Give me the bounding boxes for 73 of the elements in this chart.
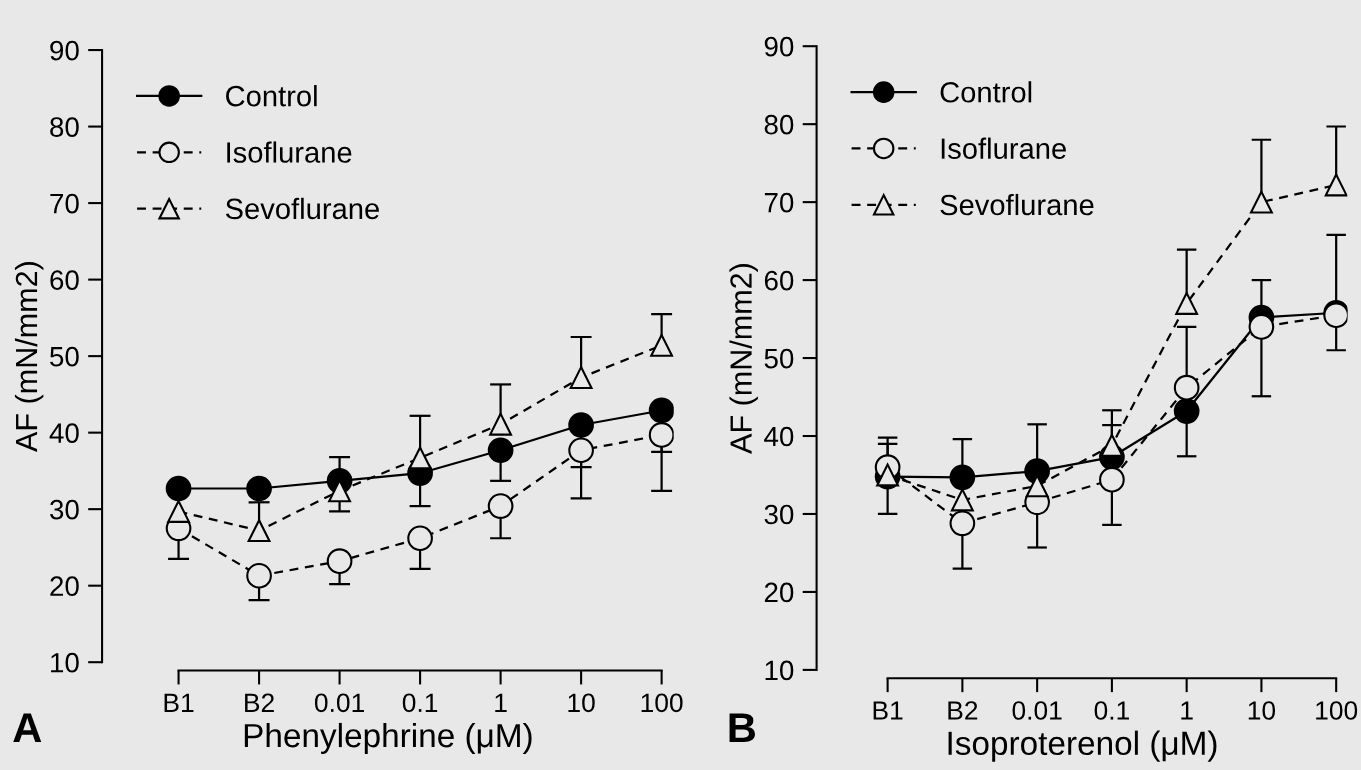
x-tick-label: B2 (245, 693, 274, 712)
y-tick-label: 20 (764, 582, 794, 603)
legend-label: Control (226, 85, 317, 107)
point (1249, 190, 1273, 214)
point (328, 479, 352, 503)
point (1173, 374, 1200, 401)
x-tick-label: B1 (873, 701, 903, 720)
x-tick-label: 10 (568, 693, 595, 713)
y-axis-title: AF (mN/mm2) (14, 262, 44, 452)
point (648, 422, 674, 448)
point (246, 475, 272, 502)
point (1099, 466, 1125, 493)
point (569, 366, 593, 390)
y-tick-label: 80 (764, 114, 794, 135)
text: B (729, 713, 755, 743)
point (648, 397, 674, 424)
point (650, 333, 674, 357)
point (1248, 314, 1275, 340)
y-tick-label: 60 (764, 270, 794, 291)
x-axis-title: Phenylephrine (μM) (244, 722, 532, 754)
point (568, 412, 594, 438)
point (949, 510, 976, 537)
x-tick-label: 0.01 (1012, 701, 1062, 720)
y-tick-label: 80 (50, 117, 79, 137)
y-tick-label: 60 (50, 270, 79, 290)
point (1173, 398, 1200, 424)
point (326, 548, 353, 575)
y-tick-label: 90 (764, 36, 794, 57)
point (487, 493, 514, 519)
point (1100, 433, 1124, 457)
y-tick-label: 50 (50, 346, 79, 367)
y-tick-label: 90 (50, 40, 79, 61)
x-axis-title: Isoproterenol (μM) (948, 730, 1217, 762)
y-tick-label: 40 (49, 423, 79, 443)
x-tick-label: B1 (164, 693, 194, 712)
y-tick-label: 70 (50, 193, 79, 214)
legend-label: Control (940, 81, 1032, 103)
x-tick-label: 1 (1181, 701, 1193, 720)
point (408, 446, 432, 470)
y-axis-title: AF (mN/mm2) (729, 264, 758, 454)
x-tick-label: 100 (641, 693, 683, 713)
legend-label: Isoflurane (227, 141, 352, 163)
text: A (13, 713, 42, 743)
y-tick-label: 20 (50, 576, 79, 597)
point (247, 519, 271, 543)
legend-label: Sevoflurane (225, 197, 379, 220)
legend-label: Isoflurane (941, 137, 1066, 159)
point (1324, 173, 1348, 197)
point (1175, 292, 1199, 315)
y-tick-label: 30 (764, 504, 794, 525)
point (950, 488, 974, 512)
y-tick-label: 50 (764, 348, 794, 369)
point (487, 437, 514, 464)
y-tick-label: 70 (764, 192, 794, 213)
point (407, 525, 433, 552)
y-tick-label: 10 (51, 652, 79, 673)
point (489, 412, 513, 436)
y-tick-label: 30 (50, 499, 79, 520)
x-tick-label: 1 (495, 693, 507, 712)
x-tick-label: 0.1 (402, 693, 438, 713)
y-tick-label: 40 (764, 426, 794, 447)
point (246, 562, 272, 589)
point (165, 475, 192, 502)
legend-label: Sevoflurane (940, 193, 1094, 216)
x-tick-label: 0.1 (1094, 701, 1129, 720)
point (949, 464, 976, 491)
y-tick-label: 10 (765, 660, 794, 681)
x-tick-label: 0.01 (314, 693, 364, 713)
x-tick-label: 100 (1316, 701, 1358, 720)
x-tick-label: B2 (948, 701, 978, 720)
point (568, 437, 594, 464)
point (167, 500, 191, 523)
x-tick-label: 10 (1248, 701, 1276, 720)
